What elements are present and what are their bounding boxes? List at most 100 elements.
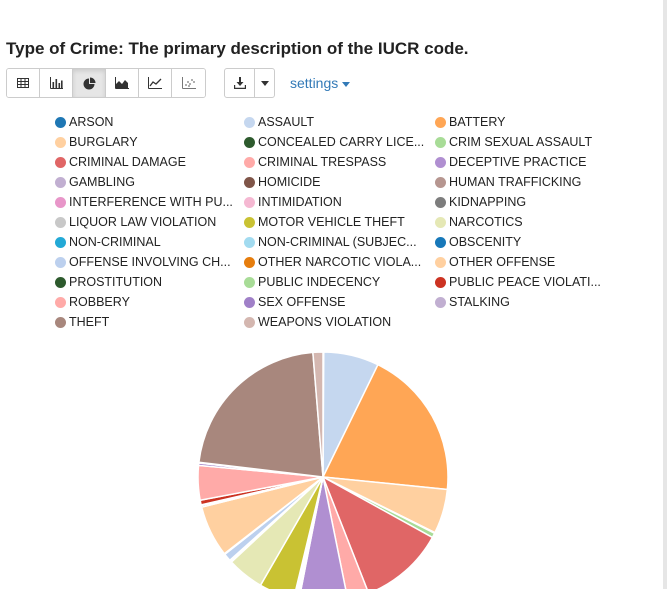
legend-swatch [244,256,255,268]
legend-label: LIQUOR LAW VIOLATION [69,215,217,229]
legend-swatch [244,316,255,328]
pie-slice[interactable] [321,363,449,491]
bar-chart-view-button[interactable] [40,69,73,97]
legend-item[interactable]: OFFENSE INVOLVING CH... [55,254,231,270]
pie-slice[interactable] [321,475,434,589]
legend-swatch [244,296,255,308]
legend-label: HUMAN TRAFFICKING [449,175,582,189]
legend-label: ARSON [69,115,114,129]
legend-item[interactable]: SEX OFFENSE [244,294,346,310]
legend-swatch [435,116,446,128]
legend-item[interactable]: HUMAN TRAFFICKING [435,174,581,190]
legend-item[interactable]: PUBLIC INDECENCY [244,274,380,290]
line-chart-view-button[interactable] [139,69,172,97]
legend-item[interactable]: BATTERY [435,114,506,130]
pie-slice[interactable] [322,476,369,589]
legend-swatch [244,116,255,128]
download-group [224,68,275,98]
settings-dropdown[interactable]: settings [290,75,351,91]
legend-item[interactable]: CRIMINAL TRESPASS [244,154,386,170]
chart-toolbar: settings [6,68,351,98]
legend-swatch [55,176,66,188]
scatter-chart-view-button[interactable] [172,69,205,97]
area-chart-icon [115,77,129,89]
legend-item[interactable]: OBSCENITY [435,234,521,250]
pie-slice[interactable] [198,351,324,478]
legend-item[interactable]: BURGLARY [55,134,138,150]
legend-label: OTHER OFFENSE [449,255,556,269]
legend-swatch [435,256,446,268]
chart-title: Type of Crime: The primary description o… [6,39,469,58]
legend-item[interactable]: PROSTITUTION [55,274,162,290]
legend-label: CONCEALED CARRY LICE... [258,135,425,149]
legend-item[interactable]: CRIM SEXUAL ASSAULT [435,134,592,150]
legend-item[interactable]: HOMICIDE [244,174,321,190]
legend-swatch [55,196,66,208]
legend-label: THEFT [69,315,110,329]
legend-item[interactable]: GAMBLING [55,174,135,190]
download-options-button[interactable] [255,69,274,97]
legend-item[interactable]: NON-CRIMINAL [55,234,161,250]
legend-item[interactable]: NON-CRIMINAL (SUBJEC... [244,234,417,250]
legend-label: BATTERY [449,115,506,129]
legend-item[interactable]: KIDNAPPING [435,194,526,210]
legend-item[interactable]: DECEPTIVE PRACTICE [435,154,587,170]
legend-label: NON-CRIMINAL (SUBJEC... [258,235,417,249]
legend-label: OFFENSE INVOLVING CH... [69,255,231,269]
table-icon [17,78,29,88]
pie-slice[interactable] [312,351,324,478]
legend-swatch [55,236,66,248]
legend-swatch [244,156,255,168]
legend-label: PUBLIC PEACE VIOLATI... [449,275,601,289]
legend-item[interactable]: CRIMINAL DAMAGE [55,154,186,170]
legend-swatch [55,216,66,228]
legend-swatch [244,176,255,188]
legend-item[interactable]: STALKING [435,294,510,310]
legend-item[interactable]: OTHER NARCOTIC VIOLA... [244,254,421,270]
legend-swatch [435,136,446,148]
legend-label: INTIMIDATION [258,195,342,209]
legend-label: WEAPONS VIOLATION [258,315,392,329]
legend-item[interactable]: NARCOTICS [435,214,523,230]
area-chart-view-button[interactable] [106,69,139,97]
legend-item[interactable]: MOTOR VEHICLE THEFT [244,214,405,230]
legend-swatch [435,296,446,308]
legend-item[interactable]: OTHER OFFENSE [435,254,555,270]
page-edge [663,0,667,589]
legend-label: CRIM SEXUAL ASSAULT [449,135,593,149]
legend-item[interactable]: INTIMIDATION [244,194,342,210]
legend-swatch [435,236,446,248]
legend-item[interactable]: ROBBERY [55,294,130,310]
legend-swatch [244,136,255,148]
legend-label: KIDNAPPING [449,195,527,209]
pie-chart-view-button[interactable] [73,69,106,97]
pie-slice[interactable] [299,476,348,589]
legend-item[interactable]: THEFT [55,314,109,330]
legend-item[interactable]: LIQUOR LAW VIOLATION [55,214,216,230]
legend-swatch [435,216,446,228]
legend-label: ASSAULT [258,115,315,129]
legend-label: SEX OFFENSE [258,295,346,309]
pie-chart-icon [83,77,95,89]
legend-label: BURGLARY [69,135,138,149]
download-button[interactable] [225,69,255,97]
table-view-button[interactable] [7,69,40,97]
legend-item[interactable]: ARSON [55,114,113,130]
legend-label: NON-CRIMINAL [69,235,161,249]
legend-label: OBSCENITY [449,235,522,249]
legend-swatch [244,236,255,248]
legend-item[interactable]: ASSAULT [244,114,314,130]
legend-item[interactable]: WEAPONS VIOLATION [244,314,391,330]
line-chart-icon [148,77,162,89]
legend-swatch [244,216,255,228]
legend-label: STALKING [449,295,510,309]
legend-item[interactable]: PUBLIC PEACE VIOLATI... [435,274,601,290]
scatter-chart-icon [181,77,196,89]
legend-swatch [435,276,446,288]
legend-item[interactable]: CONCEALED CARRY LICE... [244,134,424,150]
legend-item[interactable]: INTERFERENCE WITH PU... [55,194,233,210]
legend-label: PROSTITUTION [69,275,163,289]
legend-label: MOTOR VEHICLE THEFT [258,215,405,229]
legend-swatch [244,276,255,288]
legend-swatch [435,196,446,208]
